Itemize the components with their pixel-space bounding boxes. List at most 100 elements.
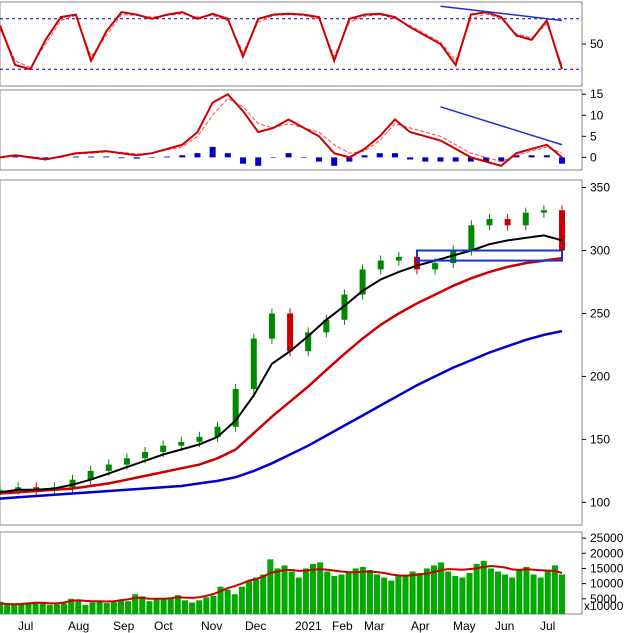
volume-bar	[494, 571, 501, 614]
volume-bar	[160, 599, 167, 614]
volume-bar	[210, 595, 217, 614]
volume-bar	[445, 571, 452, 614]
volume-bar	[146, 601, 153, 614]
macd-histogram-bar	[513, 155, 520, 158]
price-candle	[196, 436, 203, 442]
price-candle	[305, 332, 312, 352]
volume-bar	[267, 559, 274, 614]
volume-bar	[338, 574, 345, 614]
price-candle	[395, 256, 402, 261]
volume-bar	[352, 568, 359, 614]
macd-histogram-bar	[452, 157, 459, 162]
volume-bar	[459, 577, 466, 614]
x-axis: Jul Aug Sep Oct Nov Dec 2021 Feb Mar Apr May Jun Jul	[18, 619, 555, 633]
volume-bar	[189, 602, 196, 614]
volume-bar	[89, 602, 96, 614]
macd-histogram-bar	[483, 157, 490, 162]
macd-histogram-bar	[12, 156, 19, 158]
price-candle	[33, 487, 40, 490]
volume-bar	[196, 600, 203, 614]
volume-bar	[0, 601, 4, 614]
volume-bar	[374, 574, 381, 614]
price-frame	[0, 179, 583, 526]
macd-histogram-bar	[331, 157, 338, 166]
volume-bar	[288, 571, 295, 614]
macd-histogram-bar	[315, 157, 322, 162]
volume-bar	[480, 560, 487, 614]
volume-bar	[430, 565, 437, 614]
macd-signal-line	[0, 97, 563, 163]
price-candle	[232, 389, 239, 427]
x-axis-month-label: May	[453, 619, 476, 633]
volume-bar	[281, 565, 288, 614]
macd-histogram-bar	[118, 157, 125, 159]
volume-bar	[245, 580, 252, 614]
macd-histogram-bar	[300, 157, 307, 158]
macd-histogram-bar	[361, 155, 368, 158]
volume-bar	[416, 573, 423, 614]
price-candle	[250, 338, 257, 390]
price-candle	[142, 451, 149, 459]
x-axis-month-label: Mar	[364, 619, 385, 633]
stochastic-line	[0, 11, 563, 71]
x-axis-month-label: Apr	[411, 619, 430, 633]
volume-bar	[516, 569, 523, 614]
macd-trendline	[440, 106, 563, 146]
price-candle	[287, 313, 294, 352]
volume-bar	[167, 598, 174, 614]
volume-bar	[388, 580, 395, 614]
price-candle	[450, 250, 457, 264]
x-axis-month-label: Nov	[201, 619, 222, 633]
volume-bar	[238, 586, 245, 614]
stochastic-trendline	[440, 5, 563, 22]
volume-bar	[551, 565, 558, 614]
volume-bar	[473, 563, 480, 614]
volume-bar	[181, 600, 188, 614]
volume-unit-label: x10000	[584, 599, 624, 613]
macd-histogram-bar	[498, 157, 505, 162]
volume-bar	[381, 577, 388, 614]
volume-bar	[402, 574, 409, 614]
macd-line	[0, 92, 563, 167]
price-candle	[268, 313, 275, 339]
volume-bar	[68, 598, 75, 614]
volume-axis-tick-label: 20000	[590, 546, 624, 560]
stochastic-axis-tick-label: 50	[590, 37, 604, 51]
volume-bar	[125, 601, 132, 614]
price-candle	[377, 260, 384, 270]
macd-histogram-bar	[255, 157, 262, 166]
macd-histogram-bar	[346, 157, 353, 162]
macd-axis-tick-label: 10	[590, 108, 604, 122]
price-candle	[105, 464, 112, 471]
volume-bar	[523, 566, 530, 614]
volume-bar	[117, 599, 124, 614]
price-candle	[69, 479, 76, 488]
macd-histogram-bar	[285, 153, 292, 158]
price-axis-tick-label: 100	[590, 495, 610, 509]
volume-bar	[11, 604, 18, 614]
volume-axis-tick-label: 15000	[590, 561, 624, 575]
volume-axis-tick-label: 10000	[590, 577, 624, 591]
macd-histogram-bar	[543, 155, 550, 158]
volume-bar	[324, 571, 331, 614]
price-candle	[432, 263, 439, 270]
price-candle	[540, 210, 547, 213]
price-axis-tick-label: 200	[590, 369, 610, 383]
price-candle	[87, 470, 94, 480]
x-axis-month-label: Jul	[540, 619, 555, 633]
volume-bar	[75, 600, 82, 614]
macd-histogram-bar	[391, 153, 398, 158]
volume-bar	[260, 574, 267, 614]
volume-bar	[224, 589, 231, 614]
volume-bar	[295, 577, 302, 614]
volume-bar	[274, 568, 281, 614]
volume-bar	[25, 603, 32, 614]
volume-ma-line	[0, 564, 563, 606]
price-candle	[178, 441, 185, 446]
macd-histogram-bar	[72, 156, 79, 158]
volume-bar	[359, 566, 366, 614]
volume-bar	[231, 594, 238, 614]
price-panel: 350 300 250 200 150 100	[0, 179, 610, 526]
volume-bar	[466, 573, 473, 614]
